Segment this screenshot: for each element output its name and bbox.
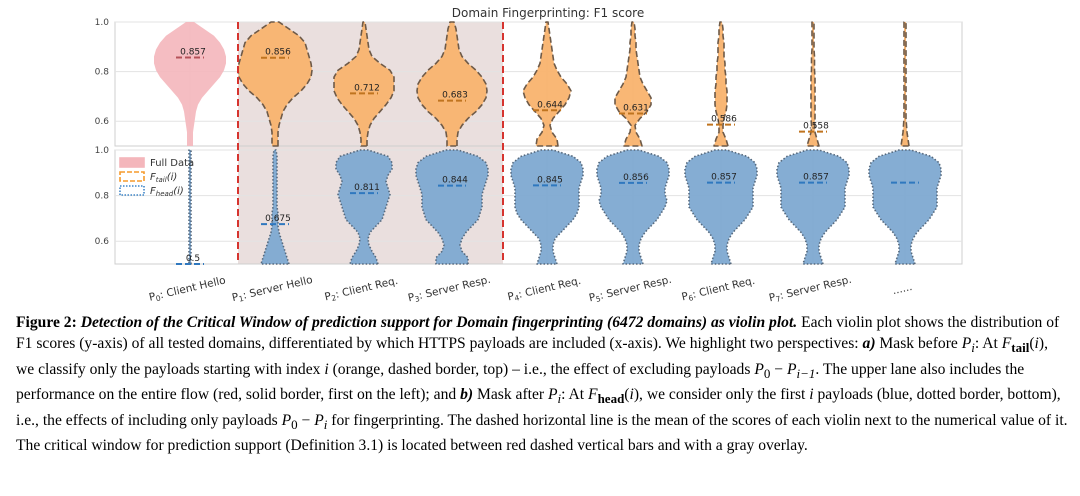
mean-value-label: 0.857 — [711, 173, 737, 183]
caption-text-6: . The upper lane also includes the perfo… — [16, 360, 1025, 404]
x-category-label: ...... — [891, 281, 913, 297]
caption-title: Detection of the Critical Window of pred… — [80, 314, 798, 331]
mean-value-label: 0.857 — [180, 47, 206, 57]
y-tick-label: 0.6 — [95, 117, 110, 127]
violin-shape — [522, 21, 572, 147]
y-tick-label: 0.8 — [95, 192, 110, 202]
violin-shape — [776, 149, 850, 265]
caption-text-4: , we classify only the payloads starting… — [16, 335, 1048, 378]
violin-shape — [510, 149, 584, 265]
x-category-label: P5: Server Resp. — [588, 274, 673, 306]
violin-chart: Domain Fingerprinting: F1 score 1.0 0.8 0.… — [95, 6, 963, 306]
chart-title: Domain Fingerprinting: F1 score — [452, 6, 645, 20]
legend-swatch — [119, 185, 145, 196]
caption-text-8: : At — [561, 386, 589, 404]
violin-shape — [333, 21, 395, 147]
violin-shape — [596, 149, 670, 265]
mean-value-label: 0.586 — [711, 115, 737, 125]
violin-shape — [713, 21, 729, 147]
mean-value-label: 0.5 — [186, 254, 200, 264]
mean-value-label: 0.683 — [442, 91, 468, 101]
y-tick-label: 0.8 — [95, 68, 110, 78]
violin-shape — [868, 149, 942, 265]
x-category-label: P2: Client Req. — [323, 275, 399, 305]
legend-label: Ftail(i) — [150, 172, 177, 184]
caption-text-3: : At — [974, 335, 1002, 353]
caption-text-2: Mask before — [875, 335, 962, 353]
caption-text-11: for fingerprinting. The dashed horizonta… — [16, 411, 1068, 454]
y-tick-label: 0.6 — [95, 237, 110, 247]
legend-swatch — [119, 157, 145, 168]
mean-value-label: 0.644 — [537, 100, 563, 110]
x-category-label: P1: Server Hello — [231, 274, 314, 305]
legend-label: Fhead(i) — [150, 186, 184, 198]
figure-caption: Figure 2: Detection of the Critical Wind… — [16, 314, 1068, 454]
violin-shape — [900, 21, 910, 147]
x-category-label: P0: Client Hello — [148, 274, 227, 304]
violin-shape — [415, 149, 489, 265]
x-category-label: P3: Server Resp. — [407, 274, 492, 306]
caption-text-10: payloads (blue, dotted border, bottom), … — [16, 386, 1061, 429]
violin-shape — [188, 149, 192, 265]
violin-shape — [154, 22, 226, 146]
caption-b: b) — [460, 386, 474, 404]
mean-value-label: 0.856 — [265, 48, 291, 58]
x-category-label: P7: Server Resp. — [768, 274, 853, 306]
mean-value-label: 0.844 — [442, 176, 468, 186]
mean-value-label: 0.811 — [354, 183, 380, 193]
violin-shape — [614, 21, 652, 147]
legend-label: Full Data — [150, 158, 194, 169]
violin-shape — [335, 149, 393, 265]
mean-value-label: 0.845 — [537, 175, 563, 185]
mean-value-label: 0.712 — [354, 83, 380, 93]
legend-swatch — [119, 171, 145, 182]
caption-text-9: , we consider only the first — [639, 386, 810, 404]
caption-figure-label: Figure 2: — [16, 314, 81, 331]
caption-text-5: (orange, dashed border, top) – i.e., the… — [328, 360, 755, 378]
caption-text-1: Each violin plot shows the distribution … — [16, 314, 1060, 353]
x-category-label: P4: Client Req. — [506, 275, 582, 305]
violin-shape — [416, 21, 488, 147]
caption-text-7: Mask after — [473, 386, 548, 404]
violin-shape — [806, 21, 820, 147]
violin-shape — [684, 149, 758, 265]
mean-value-label: 0.631 — [623, 104, 649, 114]
mean-value-label: 0.675 — [265, 214, 291, 224]
mean-value-label: 0.857 — [803, 173, 829, 183]
violin-shape — [260, 149, 290, 265]
mean-value-label: 0.856 — [623, 173, 649, 183]
y-tick-label: 1.0 — [95, 146, 110, 156]
y-tick-label: 1.0 — [95, 18, 110, 28]
x-category-label: P6: Client Req. — [680, 275, 756, 305]
mean-value-label: 0.558 — [803, 122, 829, 132]
caption-a: a) — [862, 335, 876, 353]
violin-shape — [237, 21, 313, 147]
